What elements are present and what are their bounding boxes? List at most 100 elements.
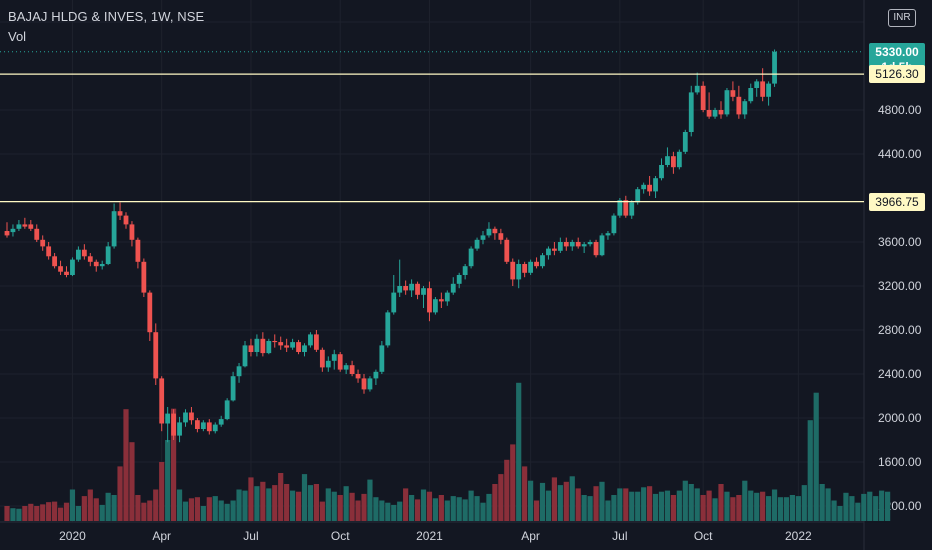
volume-bar bbox=[105, 492, 111, 521]
volume-bar bbox=[236, 489, 242, 521]
y-tick-label: 3600.00 bbox=[878, 235, 922, 249]
candle-body bbox=[694, 85, 700, 93]
volume-bar bbox=[355, 500, 361, 521]
x-tick-label: 2020 bbox=[59, 529, 86, 543]
symbol-title[interactable]: BAJAJ HLDG & INVES, 1W, NSE bbox=[8, 9, 205, 24]
candle-body bbox=[682, 132, 688, 152]
volume-bar bbox=[831, 500, 837, 521]
volume-bar bbox=[230, 500, 236, 521]
candle-body bbox=[468, 248, 474, 267]
volume-bar bbox=[873, 496, 879, 521]
volume-bar bbox=[462, 499, 468, 521]
candle-body bbox=[183, 412, 188, 423]
volume-bar bbox=[99, 504, 105, 521]
candle-body bbox=[58, 266, 63, 272]
volume-bar bbox=[200, 506, 206, 521]
volume-bar bbox=[331, 491, 337, 521]
candle-body bbox=[599, 235, 605, 256]
level-tag-upper[interactable]: 5126.30 bbox=[869, 65, 925, 84]
candle-body bbox=[206, 422, 212, 432]
candle-body bbox=[427, 288, 432, 313]
y-tick-label: 3200.00 bbox=[878, 279, 922, 293]
candle-body bbox=[260, 338, 266, 354]
volume-indicator-label[interactable]: Vol bbox=[8, 29, 27, 44]
candle-body bbox=[712, 110, 718, 117]
candle-body bbox=[165, 413, 171, 424]
volume-bar bbox=[438, 495, 444, 521]
candle-body bbox=[676, 151, 682, 168]
candle-body bbox=[99, 264, 105, 267]
currency-badge[interactable]: INR bbox=[888, 9, 916, 27]
volume-bar bbox=[313, 484, 319, 521]
candle-body bbox=[611, 215, 617, 234]
candle-body bbox=[700, 85, 706, 110]
y-tick-label: 2000.00 bbox=[878, 411, 922, 425]
candle-body bbox=[367, 378, 373, 390]
volume-bar bbox=[718, 484, 724, 521]
volume-bar bbox=[176, 489, 183, 521]
level-tag-lower[interactable]: 3966.75 bbox=[869, 192, 925, 211]
volume-bar bbox=[361, 493, 367, 521]
candle-body bbox=[546, 248, 551, 256]
candle-body bbox=[343, 365, 349, 370]
candle-body bbox=[385, 312, 391, 346]
volume-bar bbox=[492, 484, 498, 521]
candle-body bbox=[409, 283, 414, 291]
candle-body bbox=[81, 249, 87, 257]
candle-body bbox=[635, 189, 641, 203]
volume-bar bbox=[569, 476, 575, 521]
volume-bar bbox=[194, 497, 200, 521]
currency-badge-area: INR bbox=[866, 6, 932, 32]
volume-bar bbox=[641, 487, 647, 521]
candle-body bbox=[415, 283, 420, 295]
volume-bar bbox=[486, 493, 492, 521]
candle-body bbox=[105, 246, 111, 264]
candle-body bbox=[290, 342, 295, 348]
volume-bar bbox=[742, 480, 748, 521]
x-tick-label: 2022 bbox=[785, 529, 812, 543]
candle-body bbox=[736, 96, 742, 115]
volume-bar bbox=[34, 506, 40, 521]
candle-body bbox=[272, 341, 278, 343]
candle-body bbox=[325, 360, 331, 368]
volume-bar bbox=[182, 501, 189, 521]
candle-body bbox=[760, 81, 766, 97]
volume-bar bbox=[712, 498, 718, 521]
candle-body bbox=[516, 264, 522, 280]
candle-body bbox=[189, 412, 194, 421]
candle-body bbox=[552, 248, 557, 251]
volume-bar bbox=[783, 497, 790, 521]
candle-body bbox=[456, 275, 462, 284]
candle-body bbox=[34, 228, 40, 240]
volume-bar bbox=[593, 486, 599, 521]
candle-body bbox=[450, 283, 456, 293]
candle-body bbox=[510, 261, 516, 280]
volume-bar bbox=[474, 496, 480, 521]
volume-bar bbox=[87, 489, 93, 521]
candle-body bbox=[200, 422, 206, 429]
candle-body bbox=[492, 228, 498, 234]
volume-bar bbox=[861, 493, 867, 521]
candle-body bbox=[16, 224, 22, 229]
volume-bar bbox=[545, 490, 552, 521]
candle-body bbox=[319, 349, 325, 368]
candle-body bbox=[224, 400, 230, 420]
volume-bar bbox=[706, 490, 712, 521]
candle-body bbox=[474, 239, 480, 249]
volume-bar bbox=[420, 489, 427, 521]
candle-body bbox=[70, 259, 75, 275]
volume-bar bbox=[456, 497, 462, 521]
candle-body bbox=[730, 90, 736, 97]
candle-body bbox=[195, 420, 200, 429]
volume-bar bbox=[510, 444, 516, 521]
volume-bar bbox=[694, 488, 700, 521]
y-tick-label: 4400.00 bbox=[878, 147, 922, 161]
y-tick-label: 1600.00 bbox=[878, 455, 922, 469]
candle-body bbox=[135, 239, 141, 262]
volume-bar bbox=[52, 501, 58, 521]
volume-bar bbox=[93, 498, 99, 521]
volume-bar bbox=[117, 466, 123, 521]
volume-bar bbox=[129, 442, 135, 521]
candle-body bbox=[123, 215, 129, 225]
